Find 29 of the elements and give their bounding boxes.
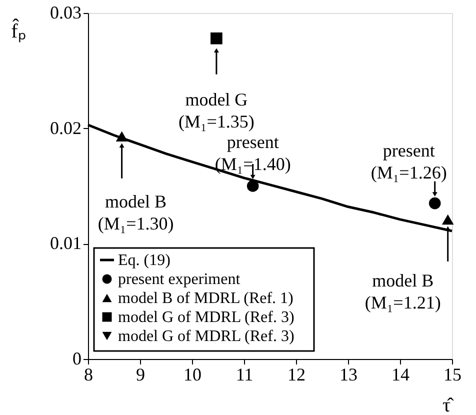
- y-axis-title: f̂ₚ: [11, 18, 26, 42]
- x-tick-label: 10: [184, 364, 202, 384]
- point: [442, 214, 454, 225]
- annotation: present (M₁=1.40): [214, 132, 291, 174]
- x-tick-label: 11: [236, 364, 254, 384]
- x-tick-label: 12: [288, 364, 306, 384]
- x-tick-label: 14: [392, 364, 410, 384]
- annotation: model G (M₁=1.35): [178, 89, 254, 132]
- x-axis-title: τ̂: [442, 394, 455, 415]
- legend-label: model G of MDRL (Ref. 3): [118, 309, 294, 326]
- x-tick-label: 9: [136, 364, 145, 384]
- point: [210, 32, 222, 44]
- x-tick-label: 8: [84, 364, 93, 384]
- y-tick-label: 0.02: [50, 118, 82, 138]
- x-tick-label: 15: [444, 364, 462, 384]
- annotation: present (M₁=1.26): [370, 140, 447, 182]
- x-tick-label: 13: [340, 364, 358, 384]
- legend-label: present experiment: [118, 271, 241, 288]
- y-tick-label: 0.03: [50, 2, 82, 22]
- legend-label: Eq. (19): [118, 252, 170, 269]
- legend-label: model B of MDRL (Ref. 1): [118, 290, 294, 307]
- point: [428, 197, 441, 210]
- annotation: model B (M₁=1.21): [364, 270, 441, 312]
- point: [116, 131, 128, 142]
- y-tick-label: 0: [72, 348, 82, 368]
- point: [246, 180, 259, 192]
- y-tick-label: 0.01: [50, 233, 82, 254]
- legend-label: model G of MDRL (Ref. 3): [118, 328, 294, 345]
- annotation: model B (M₁=1.30): [98, 191, 174, 234]
